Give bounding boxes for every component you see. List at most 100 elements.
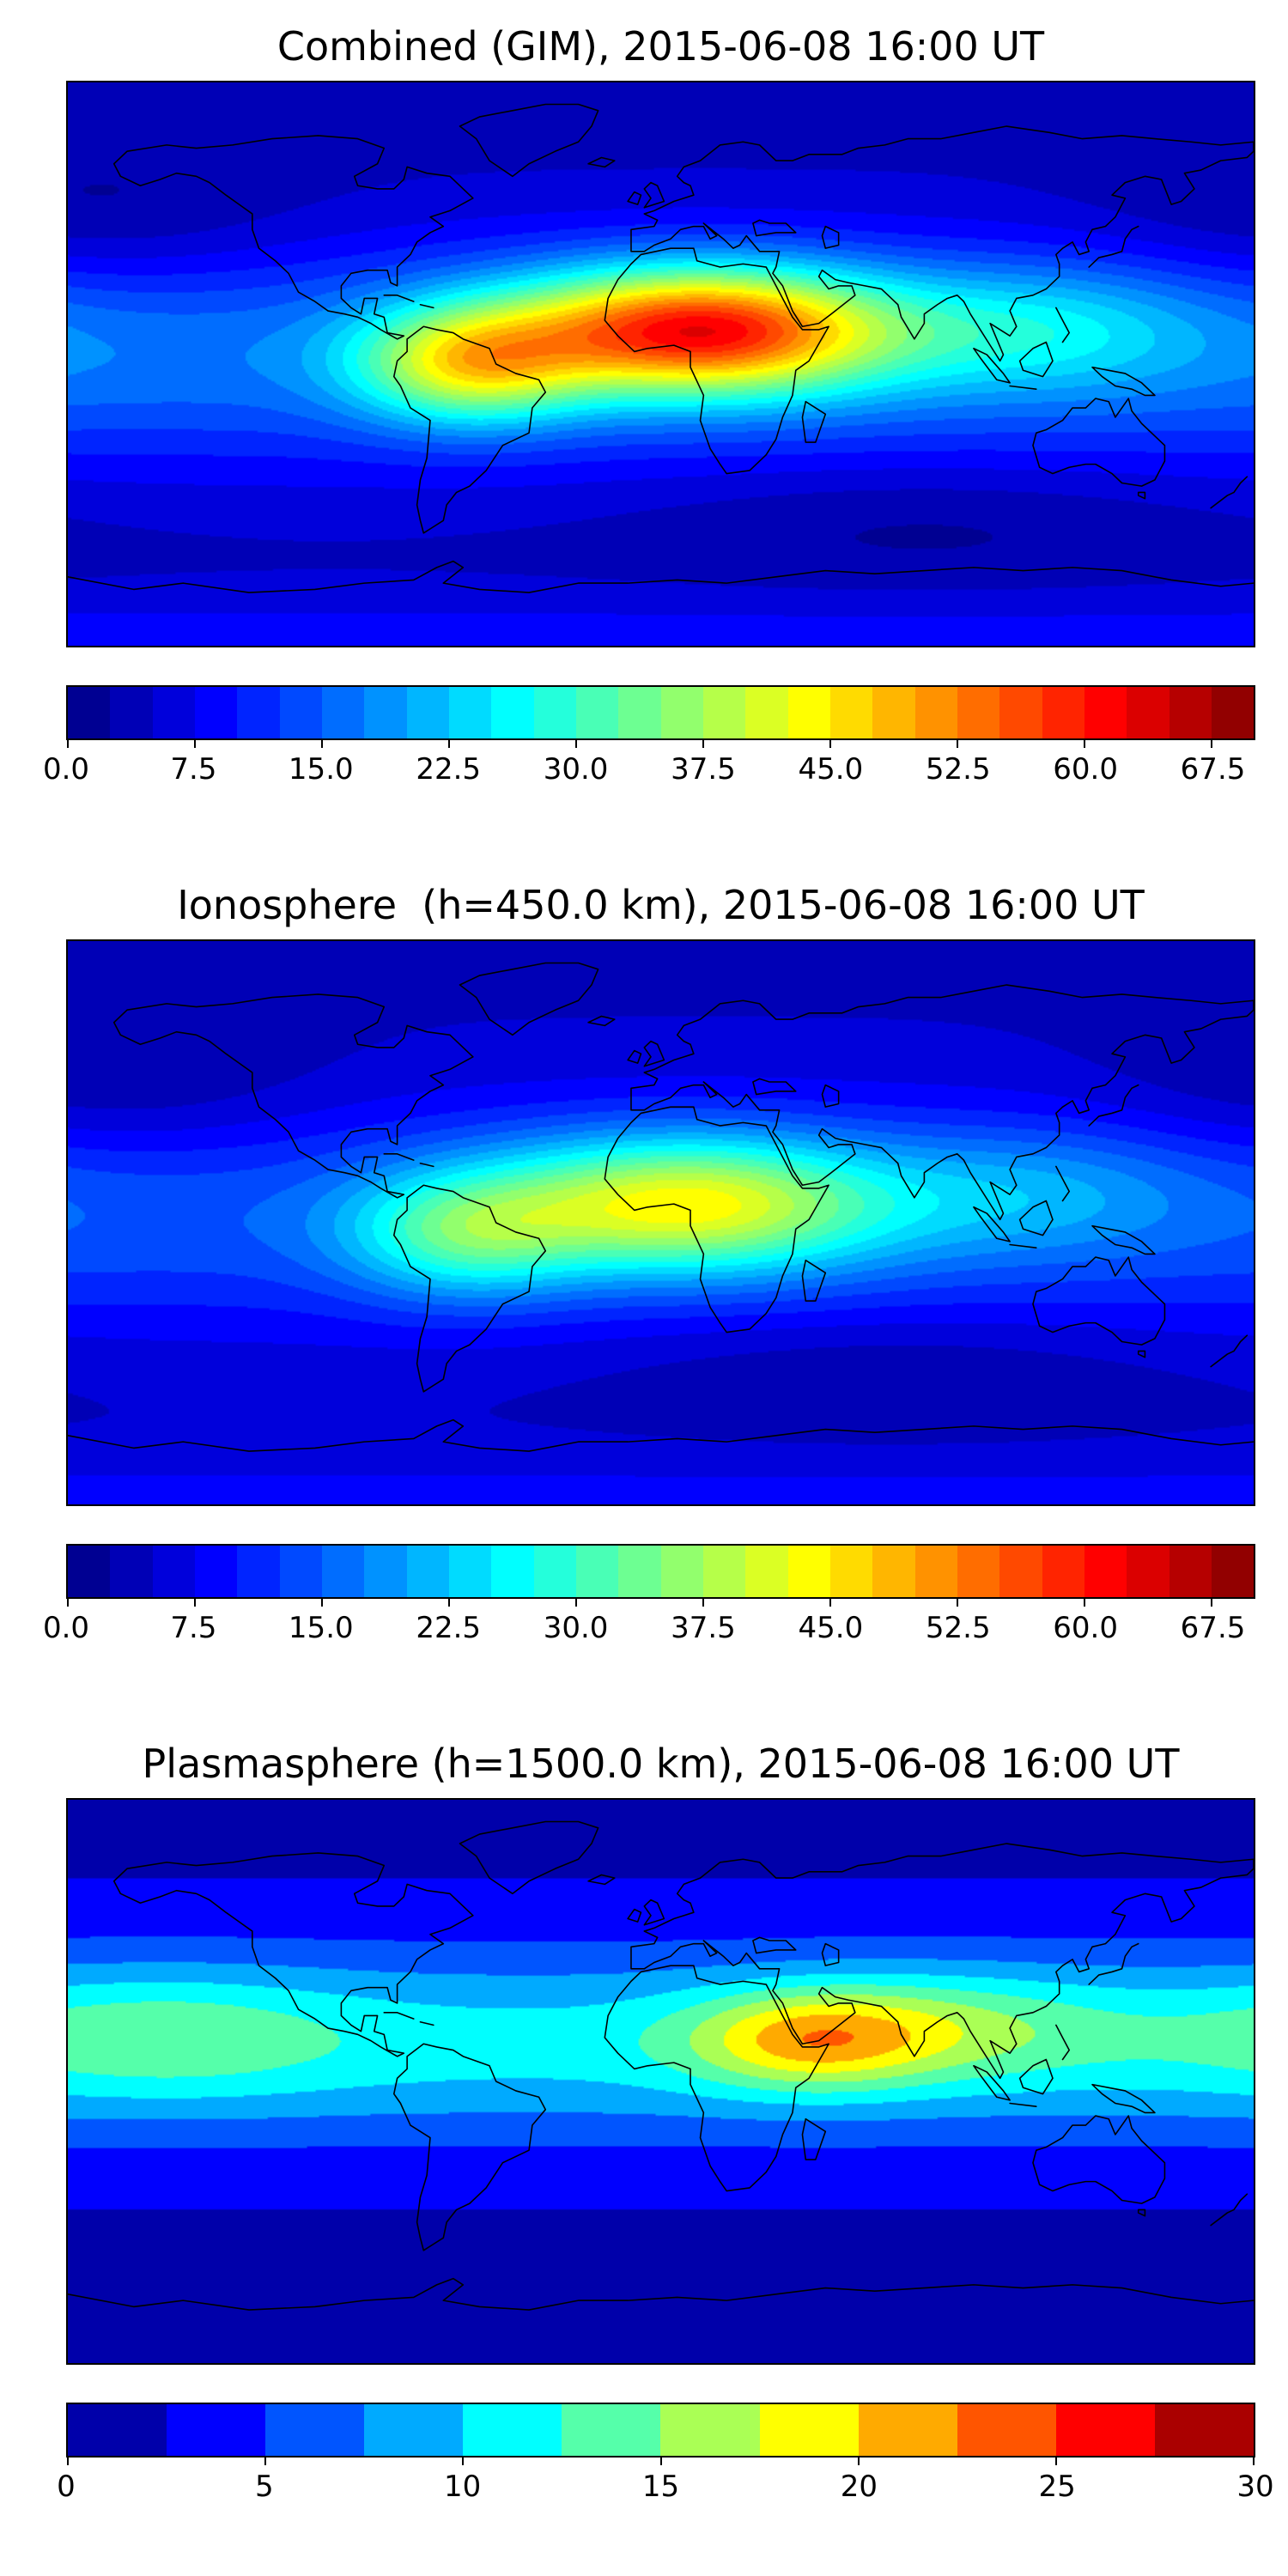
colorbar-segment [1127,1546,1170,1597]
colorbar-tick [1210,1599,1212,1607]
colorbar-segment [279,687,322,738]
colorbar-labels-combined: 0.0 7.5 15.0 22.5 30.0 37.5 45.0 52.5 60.0 67.5 [43,740,1255,788]
coastlines-overlay [68,82,1254,646]
colorbar-segment [448,687,492,738]
colorbar-tick-label: 52.5 [925,752,991,787]
colorbar-tick [447,740,450,748]
colorbar-tick [857,2458,860,2465]
colorbar-segment [279,1546,322,1597]
colorbar-segment [575,1546,619,1597]
colorbar-segment [194,1546,238,1597]
colorbar-tick-label: 15.0 [288,752,354,787]
colorbar-segment [618,687,661,738]
tec-field-canvas-ionosphere [68,941,1254,1504]
coastlines-overlay [68,941,1254,1504]
colorbar-segment [167,2404,266,2456]
colorbar-segment [1211,1546,1255,1597]
colorbar-segment [575,687,619,738]
colorbar-segment [957,2404,1056,2456]
colorbar-tick-label: 45.0 [798,1611,864,1645]
panel-title-ionosphere: Ionosphere (h=450.0 km), 2015-06-08 16:0… [177,882,1145,928]
colorbar-tick [659,2458,662,2465]
map-combined [66,81,1255,647]
colorbar-segment [68,1546,111,1597]
colorbar-tick [829,740,831,748]
colorbar-tick-label: 22.5 [416,752,482,787]
colorbar-segment [533,1546,576,1597]
colorbar-tick-label: 37.5 [671,1611,736,1645]
panel-combined-gim: Combined (GIM), 2015-06-08 16:00 UT 0.0 7… [0,0,1288,859]
colorbar-tick [67,1599,69,1607]
colorbar-tick-label: 67.5 [1180,752,1246,787]
colorbar-segment [872,1546,915,1597]
panel-title-combined: Combined (GIM), 2015-06-08 16:00 UT [276,23,1045,70]
colorbar-segment [745,687,788,738]
colorbar-tick-label: 0 [57,2470,76,2504]
colorbar-segment [745,1546,788,1597]
colorbar-segment [364,1546,407,1597]
colorbar-segment [914,687,957,738]
map-plasmasphere [66,1798,1255,2365]
colorbar-segment [1084,687,1127,738]
colorbar-segment [265,2404,365,2456]
colorbar-ionosphere [66,1544,1255,1607]
tec-field-canvas-combined [68,82,1254,646]
colorbar-segment [1127,687,1170,738]
colorbar-tick-label: 10 [444,2470,482,2504]
colorbar-segment [491,1546,534,1597]
colorbar-segment [1169,1546,1212,1597]
colorbar-tick-label: 67.5 [1180,1611,1246,1645]
colorbar-tick-label: 37.5 [671,752,736,787]
colorbar-segment [533,687,576,738]
colorbar-segment [152,1546,195,1597]
panel-ionosphere: Ionosphere (h=450.0 km), 2015-06-08 16:0… [0,859,1288,1717]
colorbar-segment [406,1546,449,1597]
colorbar-tick-label: 0.0 [42,752,90,787]
colorbar-segment [829,1546,873,1597]
colorbar-segment [1211,687,1255,738]
colorbar-segment [999,687,1042,738]
colorbar-labels-plasmasphere: 0 5 10 15 20 25 30 [57,2458,1273,2506]
colorbar-tick-label: 22.5 [416,1611,482,1645]
colorbar-segment [660,2404,760,2456]
colorbar-segment [1055,2404,1155,2456]
colorbar-segment [957,1546,1000,1597]
colorbar-segment [858,2404,957,2456]
colorbar-segment [237,1546,280,1597]
colorbar-segment [406,687,449,738]
colorbar-tick-label: 60.0 [1053,752,1118,787]
colorbar-combined [66,685,1255,748]
colorbar-tick-label: 25 [1038,2470,1076,2504]
colorbar-segment [618,1546,661,1597]
colorbar-segment [872,687,915,738]
colorbar-segment [660,687,703,738]
colorbar-tick-label: 30.0 [543,752,609,787]
colorbar-tick-label: 30.0 [543,1611,609,1645]
colorbar-segment [1042,687,1084,738]
colorbar-segment [562,2404,661,2456]
panel-plasmasphere: Plasmasphere (h=1500.0 km), 2015-06-08 1… [0,1717,1288,2576]
tec-field-canvas-plasmasphere [68,1800,1254,2363]
colorbar-tick [447,1599,450,1607]
colorbar-tick [1083,1599,1085,1607]
colorbar-segment [829,687,873,738]
colorbar-tick [956,740,958,748]
colorbar-segment [321,1546,365,1597]
colorbar-segment [110,687,153,738]
colorbar-segment [1042,1546,1084,1597]
colorbar-tick-label: 45.0 [798,752,864,787]
colorbar-tick [574,740,577,748]
colorbar-tick [956,1599,958,1607]
colorbar-segment [237,687,280,738]
colorbar-segment [364,687,407,738]
colorbar-segment [787,687,830,738]
colorbar-tick-label: 52.5 [925,1611,991,1645]
colorbar-tick [67,2458,69,2465]
colorbar-segment [1154,2404,1254,2456]
colorbar-segment [68,687,111,738]
map-ionosphere [66,939,1255,1506]
colorbar-plasmasphere [66,2403,1255,2465]
colorbar-segment [660,1546,703,1597]
colorbar-segment [463,2404,562,2456]
